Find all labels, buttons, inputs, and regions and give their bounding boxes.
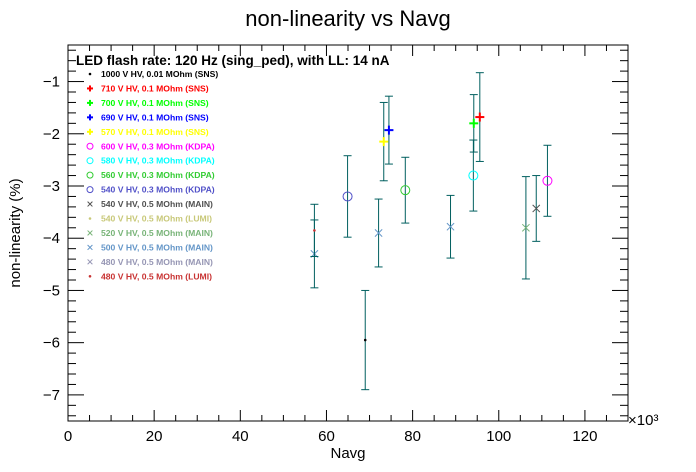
marker-cross-b xyxy=(87,201,93,207)
legend-entry: 500 V HV, 0.5 MOhm (MAIN) xyxy=(87,242,213,252)
legend-header: LED flash rate: 120 Hz (sing_ped), with … xyxy=(76,53,390,68)
y-tick-label: −2 xyxy=(43,126,60,143)
y-tick-label: −6 xyxy=(43,335,60,352)
legend-entry-label: 700 V HV, 0.1 MOhm (SNS) xyxy=(101,98,209,108)
marker-circle xyxy=(86,142,94,150)
legend-entry: 570 V HV, 0.1 MOhm (SNS) xyxy=(87,127,209,137)
marker-cross-b xyxy=(87,259,93,265)
marker-dot xyxy=(88,275,92,278)
legend-entry-label: 710 V HV, 0.1 MOhm (SNS) xyxy=(101,83,209,93)
data-point xyxy=(384,95,394,165)
legend-entry-label: 540 V HV, 0.5 MOhm (LUMI) xyxy=(101,214,212,224)
data-point xyxy=(374,198,383,268)
legend-entry-label: 580 V HV, 0.3 MOhm (KDPA) xyxy=(101,156,215,166)
legend-entry-label: 520 V HV, 0.5 MOhm (MAIN) xyxy=(101,228,213,238)
legend-entry: 580 V HV, 0.3 MOhm (KDPA) xyxy=(86,156,215,166)
data-point xyxy=(468,139,479,212)
data-point xyxy=(542,144,553,217)
x-tick-label: 40 xyxy=(232,428,249,445)
data-point xyxy=(446,194,455,259)
x-tick-label: 80 xyxy=(404,428,421,445)
legend: 1000 V HV, 0.01 MOhm (SNS) 710 V HV, 0.1 … xyxy=(86,69,218,281)
marker-cross-b xyxy=(87,244,93,251)
marker-circle xyxy=(342,191,353,202)
data-point xyxy=(532,175,541,242)
y-tick-label: −3 xyxy=(43,178,60,195)
legend-entry-label: 690 V HV, 0.1 MOhm (SNS) xyxy=(101,112,209,122)
chart-title: non-linearity vs Navg xyxy=(245,6,450,31)
x-axis-multiplier: ×10³ xyxy=(628,412,658,429)
x-tick-label: 100 xyxy=(486,428,511,445)
marker-cross-b xyxy=(446,222,455,231)
legend-entry: 710 V HV, 0.1 MOhm (SNS) xyxy=(87,83,209,93)
x-tick-label: 0 xyxy=(64,428,72,445)
marker-circle xyxy=(468,170,479,181)
legend-entry-label: 500 V HV, 0.5 MOhm (MAIN) xyxy=(101,242,213,252)
legend-entry-label: 480 V HV, 0.5 MOhm (MAIN) xyxy=(101,257,213,267)
data-point xyxy=(400,156,411,224)
data-point xyxy=(361,289,370,391)
marker-dot xyxy=(88,72,92,76)
marker-circle xyxy=(86,186,94,194)
legend-entry: 520 V HV, 0.5 MOhm (MAIN) xyxy=(87,228,213,238)
y-tick-label: −1 xyxy=(43,74,60,91)
legend-entry: 480 V HV, 0.5 MOhm (MAIN) xyxy=(87,257,213,267)
legend-entry: 690 V HV, 0.1 MOhm (SNS) xyxy=(87,112,209,122)
marker-circle xyxy=(86,157,94,165)
legend-entry: 1000 V HV, 0.01 MOhm (SNS) xyxy=(88,69,218,79)
legend-entry: 560 V HV, 0.3 MOhm (KDPA) xyxy=(86,170,215,180)
marker-dot xyxy=(363,338,367,342)
marker-cross-b xyxy=(87,230,93,236)
legend-entry-label: 600 V HV, 0.3 MOhm (KDPA) xyxy=(101,141,215,151)
marker-cross-b xyxy=(521,223,530,232)
legend-entry-label: 1000 V HV, 0.01 MOhm (SNS) xyxy=(101,69,218,79)
marker-cross-b xyxy=(532,204,541,213)
legend-entry: 540 V HV, 0.5 MOhm (LUMI) xyxy=(88,214,212,224)
legend-entry-label: 570 V HV, 0.1 MOhm (SNS) xyxy=(101,127,209,137)
x-tick-label: 20 xyxy=(146,428,163,445)
y-axis-title: non-linearity (%) xyxy=(7,178,24,287)
legend-entry: 480 V HV, 0.5 MOhm (LUMI) xyxy=(88,271,212,281)
legend-entry-label: 540 V HV, 0.5 MOhm (MAIN) xyxy=(101,199,213,209)
marker-cross-b xyxy=(374,229,383,237)
marker-circle xyxy=(400,185,411,196)
y-tick-label: −5 xyxy=(43,282,60,299)
data-point xyxy=(521,176,530,280)
data-points xyxy=(310,72,553,391)
data-point xyxy=(475,72,485,162)
axis-ticks xyxy=(67,45,629,421)
marker-dot xyxy=(88,217,92,220)
legend-entry-label: 480 V HV, 0.5 MOhm (LUMI) xyxy=(101,271,212,281)
axis-tick-labels: 0 20 40 60 80 100 120 −1 −2 −3 −4 −5 −6 −7 xyxy=(43,74,598,445)
x-tick-label: 60 xyxy=(318,428,335,445)
marker-dot xyxy=(313,229,316,232)
legend-entry: 700 V HV, 0.1 MOhm (SNS) xyxy=(87,98,209,108)
legend-entry: 600 V HV, 0.3 MOhm (KDPA) xyxy=(86,141,215,151)
legend-entry: 540 V HV, 0.3 MOhm (KDPA) xyxy=(86,185,215,195)
data-point xyxy=(379,101,389,182)
marker-circle xyxy=(542,175,553,186)
marker-circle xyxy=(86,171,94,179)
x-tick-label: 120 xyxy=(572,428,597,445)
y-tick-label: −4 xyxy=(43,230,60,247)
legend-entry-label: 560 V HV, 0.3 MOhm (KDPA) xyxy=(101,170,215,180)
y-tick-label: −7 xyxy=(43,387,60,404)
data-point xyxy=(342,155,353,238)
legend-entry-label: 540 V HV, 0.3 MOhm (KDPA) xyxy=(101,185,215,195)
x-axis-title: Navg xyxy=(330,445,365,462)
legend-entry: 540 V HV, 0.5 MOhm (MAIN) xyxy=(87,199,213,209)
data-point xyxy=(310,203,319,257)
